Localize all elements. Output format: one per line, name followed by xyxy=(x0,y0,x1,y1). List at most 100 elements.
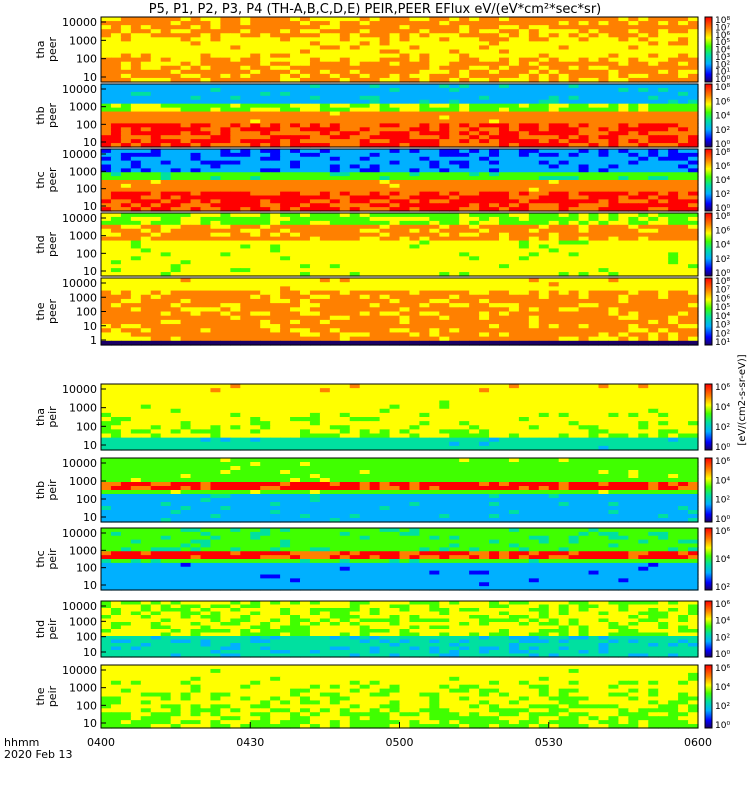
heatmap-cell xyxy=(399,17,411,22)
heatmap-cell xyxy=(558,187,570,193)
heatmap-cell xyxy=(668,252,679,257)
heatmap-cell xyxy=(110,103,122,109)
heatmap-cell xyxy=(180,319,192,325)
heatmap-cell xyxy=(499,332,510,338)
heatmap-cell xyxy=(190,37,202,42)
heatmap-cell xyxy=(508,268,520,273)
heatmap-cell xyxy=(588,199,600,204)
heatmap-cell xyxy=(578,298,590,304)
heatmap-cell xyxy=(140,332,152,338)
heatmap-cell xyxy=(638,107,649,113)
heatmap-cell xyxy=(508,84,520,89)
heatmap-cell xyxy=(280,131,291,136)
heatmap-cell xyxy=(538,87,550,93)
heatmap-cell xyxy=(528,187,540,193)
heatmap-cell xyxy=(190,152,202,158)
heatmap-cell xyxy=(260,199,271,204)
heatmap-cell xyxy=(240,187,251,193)
heatmap-cell xyxy=(618,168,629,173)
heatmap-cell xyxy=(419,111,430,117)
heatmap-cell xyxy=(319,156,331,162)
heatmap-cell xyxy=(419,49,430,55)
heatmap-cell xyxy=(190,180,202,185)
heatmap-cell xyxy=(290,311,301,317)
heatmap-cell xyxy=(658,73,669,79)
heatmap-cell xyxy=(369,278,381,283)
heatmap-cell xyxy=(349,195,361,200)
heatmap-cell xyxy=(230,123,241,128)
heatmap-cell xyxy=(399,328,411,334)
heatmap-cell xyxy=(678,17,689,22)
heatmap-cell xyxy=(120,176,132,181)
heatmap-cell xyxy=(628,298,639,304)
heatmap-cell xyxy=(419,191,430,197)
heatmap-cell xyxy=(638,236,649,242)
heatmap-cell xyxy=(150,160,162,166)
heatmap-cell xyxy=(359,268,371,273)
heatmap-cell xyxy=(648,328,659,334)
heatmap-cell xyxy=(190,164,202,169)
heatmap-cell xyxy=(319,168,331,173)
heatmap-cell xyxy=(638,131,649,136)
heatmap-cell xyxy=(508,224,520,230)
heatmap-cell xyxy=(618,21,629,26)
heatmap-cell xyxy=(180,236,192,242)
heatmap-cell xyxy=(489,187,500,193)
heatmap-cell xyxy=(479,199,490,204)
heatmap-cell xyxy=(608,99,619,105)
heatmap-cell xyxy=(130,25,142,30)
heatmap-cell xyxy=(140,29,152,34)
heatmap-cell xyxy=(678,131,689,136)
heatmap-cell xyxy=(290,53,301,59)
heatmap-cell xyxy=(429,168,440,173)
heatmap-cell xyxy=(409,45,420,51)
heatmap-cell xyxy=(379,87,391,93)
heatmap-cell xyxy=(210,328,221,334)
heatmap-cell xyxy=(220,244,231,250)
heatmap-cell xyxy=(459,111,470,117)
heatmap-cell xyxy=(260,87,271,93)
heatmap-cell xyxy=(429,216,440,222)
heatmap-cell xyxy=(359,176,371,181)
heatmap-cell xyxy=(598,61,610,67)
heatmap-cell xyxy=(240,49,251,55)
heatmap-cell xyxy=(220,29,231,34)
heatmap-cell xyxy=(628,213,639,218)
heatmap-cell xyxy=(200,77,212,83)
heatmap-cell xyxy=(409,131,420,136)
heatmap-cell xyxy=(449,252,460,257)
heatmap-cell xyxy=(110,248,122,253)
heatmap-cell xyxy=(469,168,480,173)
heatmap-cell xyxy=(359,384,371,389)
heatmap-cell xyxy=(508,143,520,148)
heatmap-cell xyxy=(280,319,291,325)
heatmap-cell xyxy=(170,172,182,177)
heatmap-cell xyxy=(200,282,212,287)
heatmap-cell xyxy=(329,164,341,169)
heatmap-cell xyxy=(379,135,391,140)
heatmap-cell xyxy=(309,328,321,334)
heatmap-cell xyxy=(290,143,301,148)
heatmap-cell xyxy=(538,303,550,308)
heatmap-cell xyxy=(558,139,570,144)
heatmap-cell xyxy=(359,187,371,193)
heatmap-cell xyxy=(538,311,550,317)
heatmap-cell xyxy=(329,49,341,55)
heatmap-cell xyxy=(548,49,560,55)
heatmap-cell xyxy=(180,256,192,261)
heatmap-cell xyxy=(170,216,182,222)
heatmap-cell xyxy=(678,268,689,273)
heatmap-cell xyxy=(160,160,172,166)
colorbar-tick-label: 10⁶ xyxy=(715,97,730,107)
heatmap-cell xyxy=(469,298,480,304)
heatmap-cell xyxy=(339,95,351,101)
heatmap-cell xyxy=(578,77,590,83)
heatmap-cell xyxy=(548,311,560,317)
heatmap-cell xyxy=(110,152,122,158)
heatmap-cell xyxy=(628,324,639,329)
heatmap-cell xyxy=(240,216,251,222)
heatmap-cell xyxy=(120,111,132,117)
heatmap-cell xyxy=(678,224,689,230)
heatmap-cell xyxy=(170,220,182,226)
